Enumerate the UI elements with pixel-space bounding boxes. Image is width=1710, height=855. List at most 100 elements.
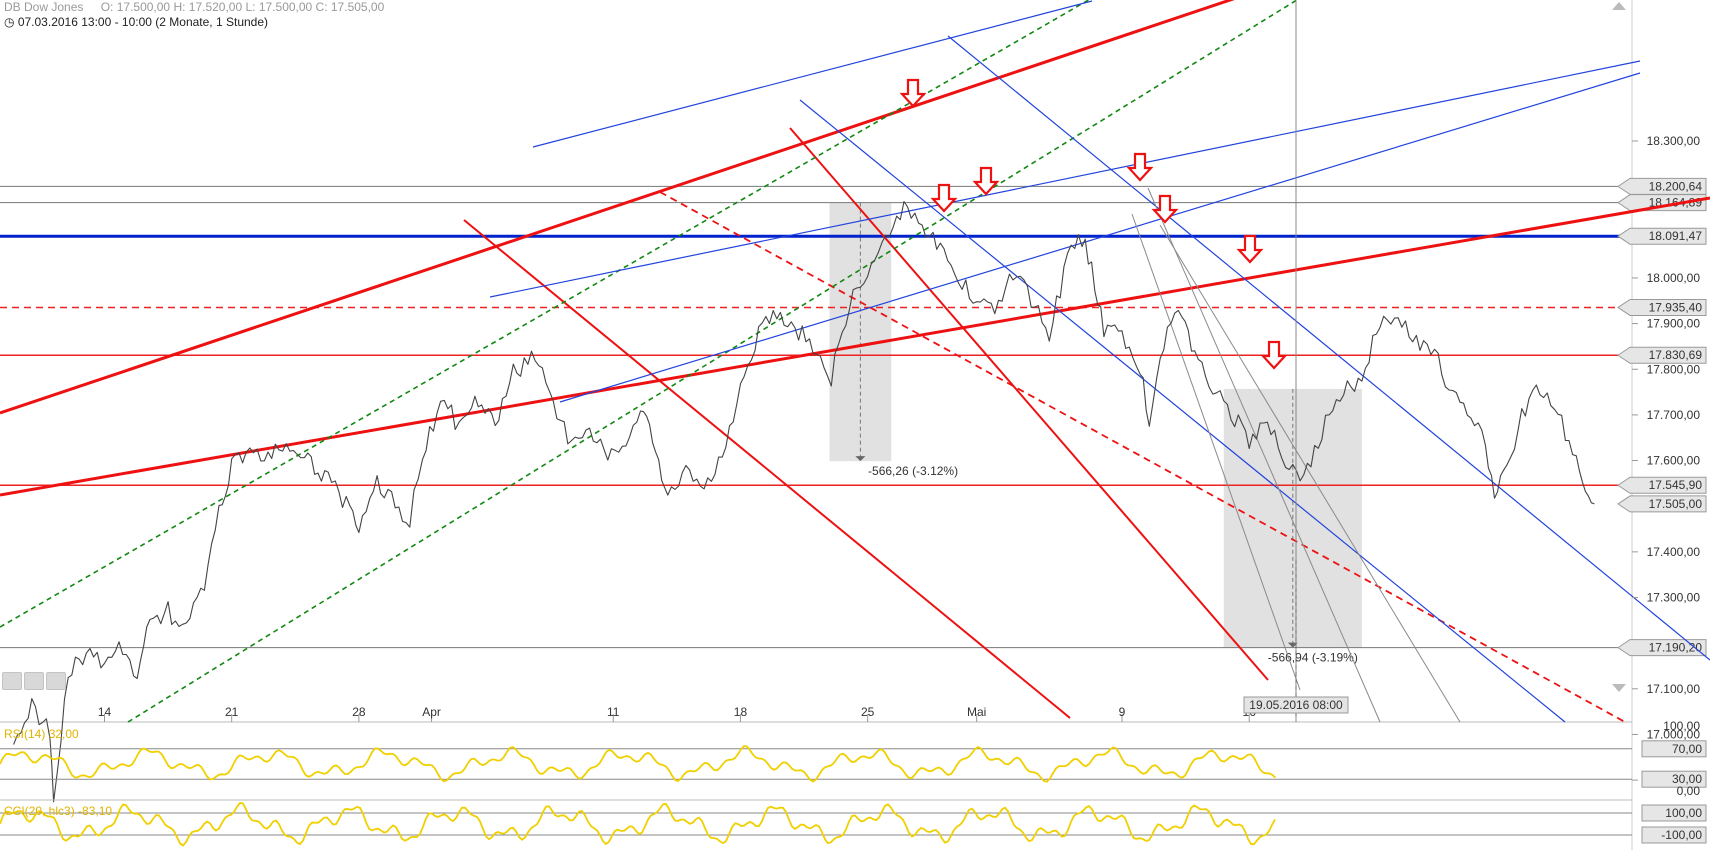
instrument-name: DB Dow Jones	[4, 0, 84, 14]
measure-arrow	[855, 456, 866, 462]
scroll-up-icon[interactable]	[1612, 2, 1626, 10]
x-tick-label: Mai	[967, 705, 986, 719]
measure-arrow	[1287, 642, 1298, 648]
x-tick-label: 14	[98, 705, 112, 719]
cci-legend: CCI(20, hlc3) -83,10	[4, 804, 112, 818]
level-tag	[1617, 476, 1707, 494]
cci-value: -83,10	[78, 804, 113, 818]
grey-trend-line[interactable]	[1159, 224, 1461, 723]
red-trend-upper[interactable]	[0, 0, 1236, 415]
down-arrow-icon	[972, 166, 1000, 196]
grey-trend-line[interactable]	[1131, 213, 1301, 691]
crosshair-date-box	[1243, 696, 1349, 714]
red-dashed-projection[interactable]	[659, 191, 1626, 723]
y-axis: 18.300,00 18.000,00 17.900,00 17.800,00 17.7…	[1612, 2, 1700, 787]
chart-tool-button[interactable]	[2, 672, 22, 690]
scroll-down-icon[interactable]	[1612, 684, 1626, 692]
rsi-level-label: 30,00	[1672, 772, 1702, 786]
measure-boxes: -566,26 (-3.12%) -566,94 (-3.19%)	[829, 202, 1362, 665]
down-arrow-icon	[1260, 340, 1288, 370]
level-tag	[1617, 639, 1707, 657]
down-arrow-icon	[1126, 152, 1154, 182]
grid	[0, 0, 1633, 850]
rsi-label: RSI(14)	[4, 727, 46, 741]
down-arrow-icon	[899, 78, 927, 108]
x-tick-label: 28	[352, 705, 366, 719]
y-tick-label: 17.000,00	[1647, 727, 1701, 741]
red-falling-line[interactable]	[789, 127, 1269, 681]
x-tick-label: 21	[225, 705, 239, 719]
clock-icon: ◷	[4, 15, 15, 29]
measure-label: -566,26 (-3.12%)	[868, 464, 958, 478]
chart-tool-button[interactable]	[46, 672, 66, 690]
trend-lines[interactable]	[0, 0, 1710, 723]
down-arrow-icon	[930, 183, 958, 213]
cci-level-label: -100,00	[1661, 828, 1702, 842]
rsi-value: 32,00	[48, 727, 79, 741]
y-tick-label: 17.900,00	[1647, 317, 1701, 331]
rsi-bottom-label: 0,00	[1677, 784, 1701, 798]
blue-channel-line[interactable]	[559, 72, 1641, 403]
level-label: 18.200,64	[1649, 179, 1703, 193]
green-dashed-line[interactable]	[0, 0, 1092, 628]
rsi-line	[0, 745, 1276, 783]
blue-falling-line[interactable]	[799, 99, 1566, 723]
rsi-level-tag	[1641, 740, 1707, 758]
level-label: 17.935,40	[1649, 300, 1703, 314]
level-tag	[1617, 194, 1707, 212]
y-tick-label: 18.000,00	[1647, 271, 1701, 285]
y-tick-label: 17.800,00	[1647, 362, 1701, 376]
cci-level-label: 100,00	[1665, 806, 1702, 820]
ohlc-readout: O: 17.500,00 H: 17.520,00 L: 17.500,00 C…	[100, 0, 385, 14]
down-arrow-icon	[1151, 194, 1179, 224]
grey-trend-line[interactable]	[1147, 187, 1381, 723]
x-axis: 142128Apr111825Mai916	[98, 705, 1256, 722]
chart-tool-button[interactable]	[24, 672, 44, 690]
cci-level-tag	[1641, 826, 1707, 844]
cci-label: CCI(20, hlc3)	[4, 804, 75, 818]
level-label: 17.830,69	[1649, 348, 1703, 362]
level-label: 17.545,90	[1649, 478, 1703, 492]
cci-line	[0, 802, 1276, 847]
horizontal-levels[interactable]: 18.200,6418.164,8918.091,4717.935,4017.8…	[0, 177, 1707, 657]
x-tick-label: 25	[861, 705, 875, 719]
cci-level-tag	[1641, 804, 1707, 822]
blue-channel-line[interactable]	[532, 0, 1093, 148]
crosshair: 19.05.2016 08:00	[1243, 0, 1349, 722]
measure-label: -566,94 (-3.19%)	[1268, 651, 1358, 665]
price-line	[13, 200, 1595, 803]
level-tag	[1617, 298, 1707, 316]
indicator-panes: 70,00 30,00 100,00 0,00 100,00 -100,00	[0, 719, 1707, 847]
x-tick-label: 11	[607, 705, 620, 719]
y-tick-label: 17.100,00	[1647, 682, 1701, 696]
blue-falling-line[interactable]	[947, 35, 1710, 661]
y-tick-label: 17.400,00	[1647, 545, 1701, 559]
level-tag	[1617, 346, 1707, 364]
crosshair-date-label: 19.05.2016 08:00	[1249, 698, 1343, 712]
level-label: 17.505,00	[1649, 497, 1703, 511]
y-tick-label: 17.600,00	[1647, 454, 1701, 468]
level-tag	[1617, 495, 1707, 513]
chart-header: DB Dow Jones O: 17.500,00 H: 17.520,00 L…	[4, 0, 384, 14]
y-tick-label: 18.300,00	[1647, 134, 1701, 148]
level-label: 18.091,47	[1649, 229, 1703, 243]
rsi-top-label: 100,00	[1663, 719, 1700, 733]
green-dashed-line[interactable]	[127, 0, 1300, 723]
level-tag	[1617, 227, 1707, 245]
y-tick-label: 17.700,00	[1647, 408, 1701, 422]
level-tag	[1617, 177, 1707, 195]
x-tick-label: Apr	[422, 705, 441, 719]
x-tick-label: 18	[734, 705, 748, 719]
x-tick-label: 9	[1119, 705, 1126, 719]
red-falling-line[interactable]	[463, 219, 1071, 719]
down-arrow-icon	[1236, 234, 1264, 264]
period-readout: ◷ 07.03.2016 13:00 - 10:00 (2 Monate, 1 …	[4, 15, 268, 29]
y-tick-label: 17.300,00	[1647, 591, 1701, 605]
rsi-level-tag	[1641, 770, 1707, 788]
price-series	[13, 200, 1595, 803]
blue-channel-line[interactable]	[489, 60, 1641, 298]
rsi-legend: RSI(14) 32,00	[4, 727, 79, 741]
period-text: 07.03.2016 13:00 - 10:00 (2 Monate, 1 St…	[17, 15, 269, 29]
